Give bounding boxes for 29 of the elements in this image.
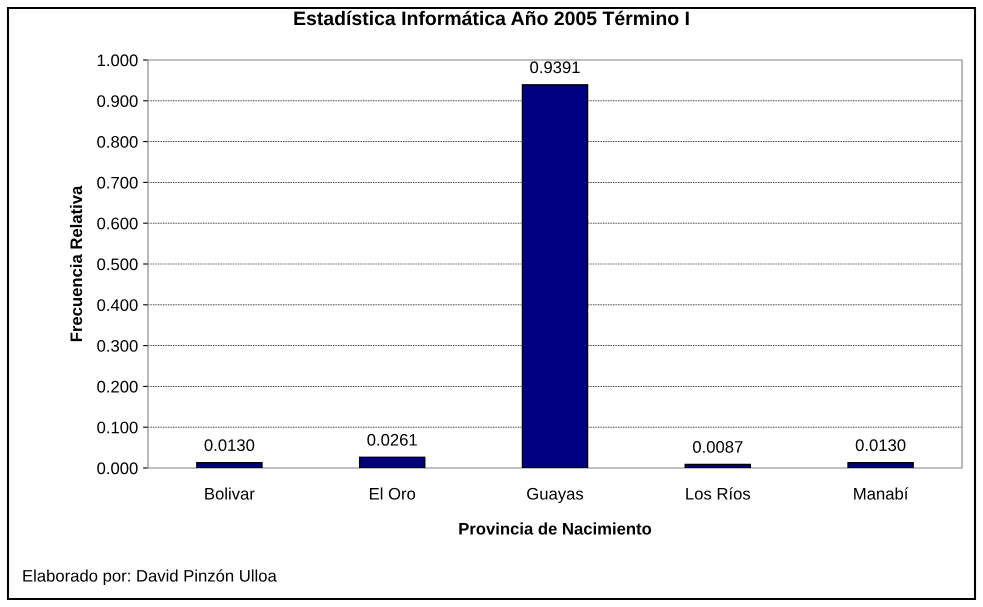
chart-title: Estadística Informática Año 2005 Término I [294, 10, 689, 26]
data-label: 0.0130 [856, 439, 906, 452]
x-tick-label: El Oro [370, 487, 416, 500]
y-tick-label: 0.500 [97, 258, 138, 270]
y-tick-label: 0.200 [97, 380, 138, 393]
x-tick-label: Manabí [854, 487, 908, 500]
y-tick-label: 0.400 [97, 299, 138, 312]
y-tick-label: 0.100 [97, 422, 138, 434]
text: Elaborado por: David Pinzón Ulloa [23, 569, 277, 585]
y-tick-label: 0.000 [97, 462, 138, 474]
data-label: 0.0087 [692, 441, 742, 453]
y-axis-title: Frecuencia Relativa [70, 186, 82, 342]
x-tick-label: Los Ríos [686, 487, 750, 500]
y-tick-label: 0.300 [97, 340, 138, 352]
data-label: 0.0130 [204, 439, 254, 452]
bar [684, 464, 752, 468]
y-tick-label: 1.000 [98, 54, 138, 66]
y-tick-label: 0.900 [97, 95, 138, 108]
bar [196, 462, 263, 468]
bar [847, 462, 914, 468]
bar [358, 456, 426, 468]
y-tick-label: 0.700 [97, 176, 138, 189]
x-tick-label: Bolivar [205, 487, 255, 500]
y-tick-label: 0.600 [97, 218, 138, 230]
y-tick-label: 0.800 [97, 136, 138, 148]
data-label: 0.0261 [367, 434, 417, 446]
x-axis-title: Provincia de Nacimiento [459, 522, 652, 535]
data-label: 0.9391 [530, 61, 580, 74]
x-tick-label: Guayas [527, 488, 584, 503]
